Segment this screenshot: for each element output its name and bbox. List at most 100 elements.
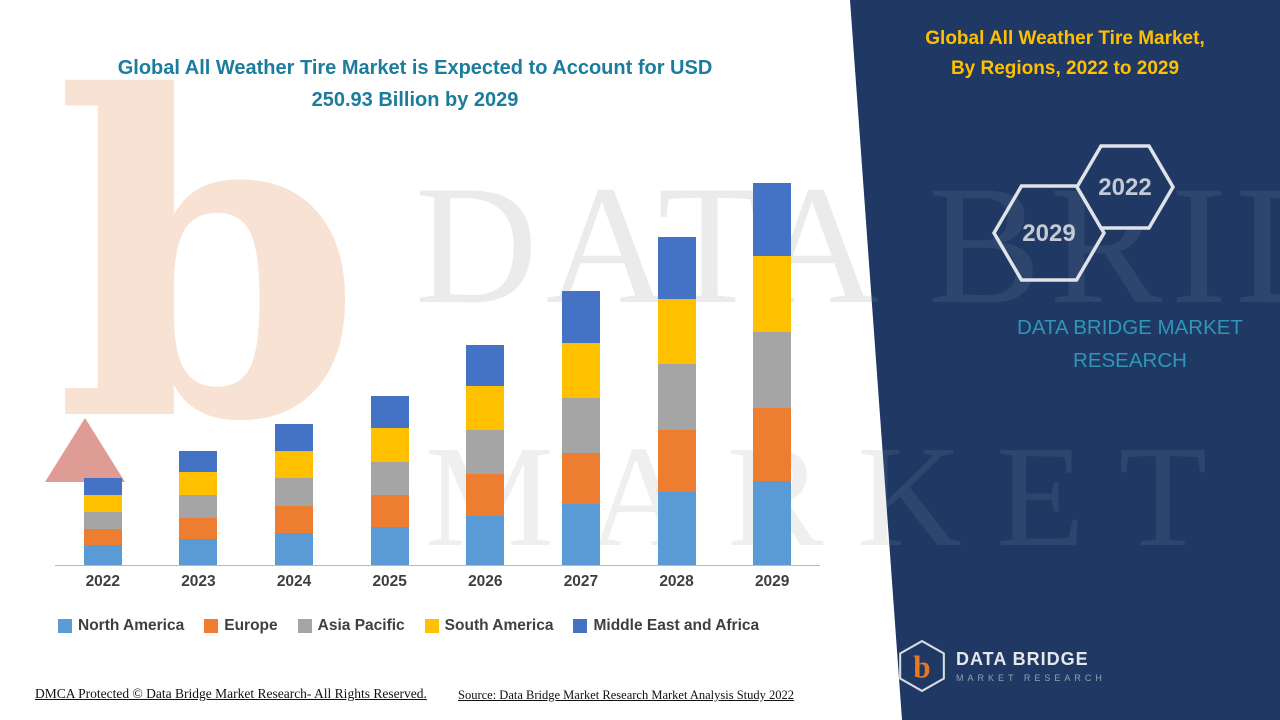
legend-item: North America [58, 617, 184, 635]
watermark-triangle [45, 418, 125, 482]
brand-text-line2: RESEARCH [1073, 348, 1187, 372]
bar-segment [657, 236, 696, 299]
stacked-bar-2022 [83, 478, 122, 565]
legend-item: South America [424, 617, 554, 635]
page-title-line1: Global All Weather Tire Market is Expect… [117, 57, 713, 79]
xaxis-label: 2024 [276, 573, 312, 590]
logo-hexagon-outline [899, 640, 945, 692]
page-title-line2: 250.93 Billion by 2029 [311, 89, 519, 111]
legend-swatch [204, 619, 219, 633]
bar-segment [83, 478, 122, 496]
stacked-bar-2026 [466, 344, 505, 565]
bar-segment [753, 332, 792, 409]
bar-segment [275, 533, 314, 565]
bar-segment [753, 481, 792, 565]
xaxis-label: 2029 [754, 573, 790, 590]
dbmr-logo-hexagon: b [899, 640, 945, 692]
stacked-bar-2027 [561, 291, 600, 565]
page-title: Global All Weather Tire Market is Expect… [70, 52, 760, 116]
xaxis-label: 2025 [372, 573, 407, 590]
bar-segment [561, 452, 600, 505]
legend-item: Middle East and Africa [573, 617, 759, 635]
legend-label: South America [444, 617, 554, 634]
bar-segment [657, 298, 696, 365]
bar-segment [561, 397, 600, 453]
panel-watermark-line1: DATA BRIDGE [850, 151, 1280, 339]
hexagon-2029-label: 2029 [1022, 220, 1075, 247]
stacked-bar-2023 [179, 451, 218, 565]
bar-column-2023 [151, 183, 247, 565]
legend-label: North America [78, 617, 185, 634]
bar-segment [561, 504, 600, 565]
brand-text-line1: DATA BRIDGE MARKET [1017, 316, 1243, 339]
legend: North America Europe Asia Pacific South Ame… [58, 617, 838, 635]
bar-segment [370, 428, 409, 462]
bar-column-2025 [342, 183, 438, 565]
logo-tagline: MARKET RESEARCH [956, 673, 1106, 683]
bar-segment [657, 364, 696, 430]
dbmr-logo-watermark: b [55, 1, 363, 518]
bar-segment [466, 429, 505, 474]
logo-letter-b: b [913, 649, 930, 684]
hexagon-2029 [991, 184, 1107, 282]
bar-segment [179, 517, 218, 540]
bar-segment [83, 545, 122, 565]
bar-column-2029 [724, 183, 820, 565]
legend-swatch [573, 619, 588, 633]
bar-segment [83, 528, 122, 546]
legend-swatch [424, 619, 439, 633]
bar-segment [657, 429, 696, 492]
side-panel: DATA BRIDGE MARKET RESEARCH Global All W… [850, 0, 1280, 720]
dbmr-logo: b DATA BRIDGE MARKET RESEARCH [898, 640, 1106, 692]
bar-segment [753, 408, 792, 482]
xaxis-label: 2026 [468, 573, 503, 590]
bar-segment [275, 423, 314, 451]
bar-segment [179, 472, 218, 496]
bar-column-2026 [438, 183, 534, 565]
bar-segment [466, 344, 505, 386]
year-hexagons: 2029 2022 [991, 144, 1176, 282]
bar-segment [370, 495, 409, 527]
xaxis-label: 2028 [659, 573, 694, 590]
bar-segment [466, 385, 505, 430]
bar-column-2024 [246, 183, 342, 565]
bar-segment [179, 539, 218, 565]
bar-segment [275, 505, 314, 534]
bar-segment [275, 450, 314, 479]
bar-column-2028 [629, 183, 725, 565]
xaxis-label: 2022 [85, 573, 121, 590]
bar-segment [466, 516, 505, 565]
legend-label: Europe [224, 617, 278, 634]
legend-swatch [58, 619, 72, 633]
bar-segment [370, 527, 409, 565]
xaxis-labels: 2022 2023 2024 2025 2026 2027 2028 2029 [55, 573, 820, 591]
panel-heading-line2: By Regions, 2022 to 2029 [950, 58, 1180, 80]
bar-segment [466, 473, 505, 517]
panel-heading-line1: Global All Weather Tire Market, [925, 28, 1205, 49]
panel-watermark-line2: MARKET RESEARCH [850, 417, 1280, 577]
stacked-bar-2025 [370, 396, 409, 565]
legend-swatch [297, 619, 312, 633]
bar-segment [83, 495, 122, 512]
bar-column-2027 [533, 183, 629, 565]
bar-segment [370, 461, 409, 496]
bar-column-2022 [55, 183, 151, 565]
legend-label: Middle East and Africa [593, 617, 760, 634]
bar-segment [179, 451, 218, 473]
legend-item: Asia Pacific [297, 617, 405, 635]
bar-segment [275, 478, 314, 506]
bar-segment [179, 495, 218, 518]
dmca-notice: DMCA Protected © Data Bridge Market Rese… [35, 686, 427, 701]
brand-text: DATA BRIDGE MARKET RESEARCH [1000, 312, 1260, 378]
legend-label: Asia Pacific [317, 617, 405, 634]
bar-segment [753, 256, 792, 333]
bar-segment [561, 343, 600, 398]
bars-row [55, 183, 820, 566]
xaxis-label: 2027 [563, 573, 599, 590]
hexagon-2022-label: 2022 [1098, 174, 1151, 201]
legend-item: Europe [204, 617, 278, 635]
bar-segment [657, 492, 696, 565]
bar-segment [561, 291, 600, 344]
stacked-bar-2024 [275, 423, 314, 565]
